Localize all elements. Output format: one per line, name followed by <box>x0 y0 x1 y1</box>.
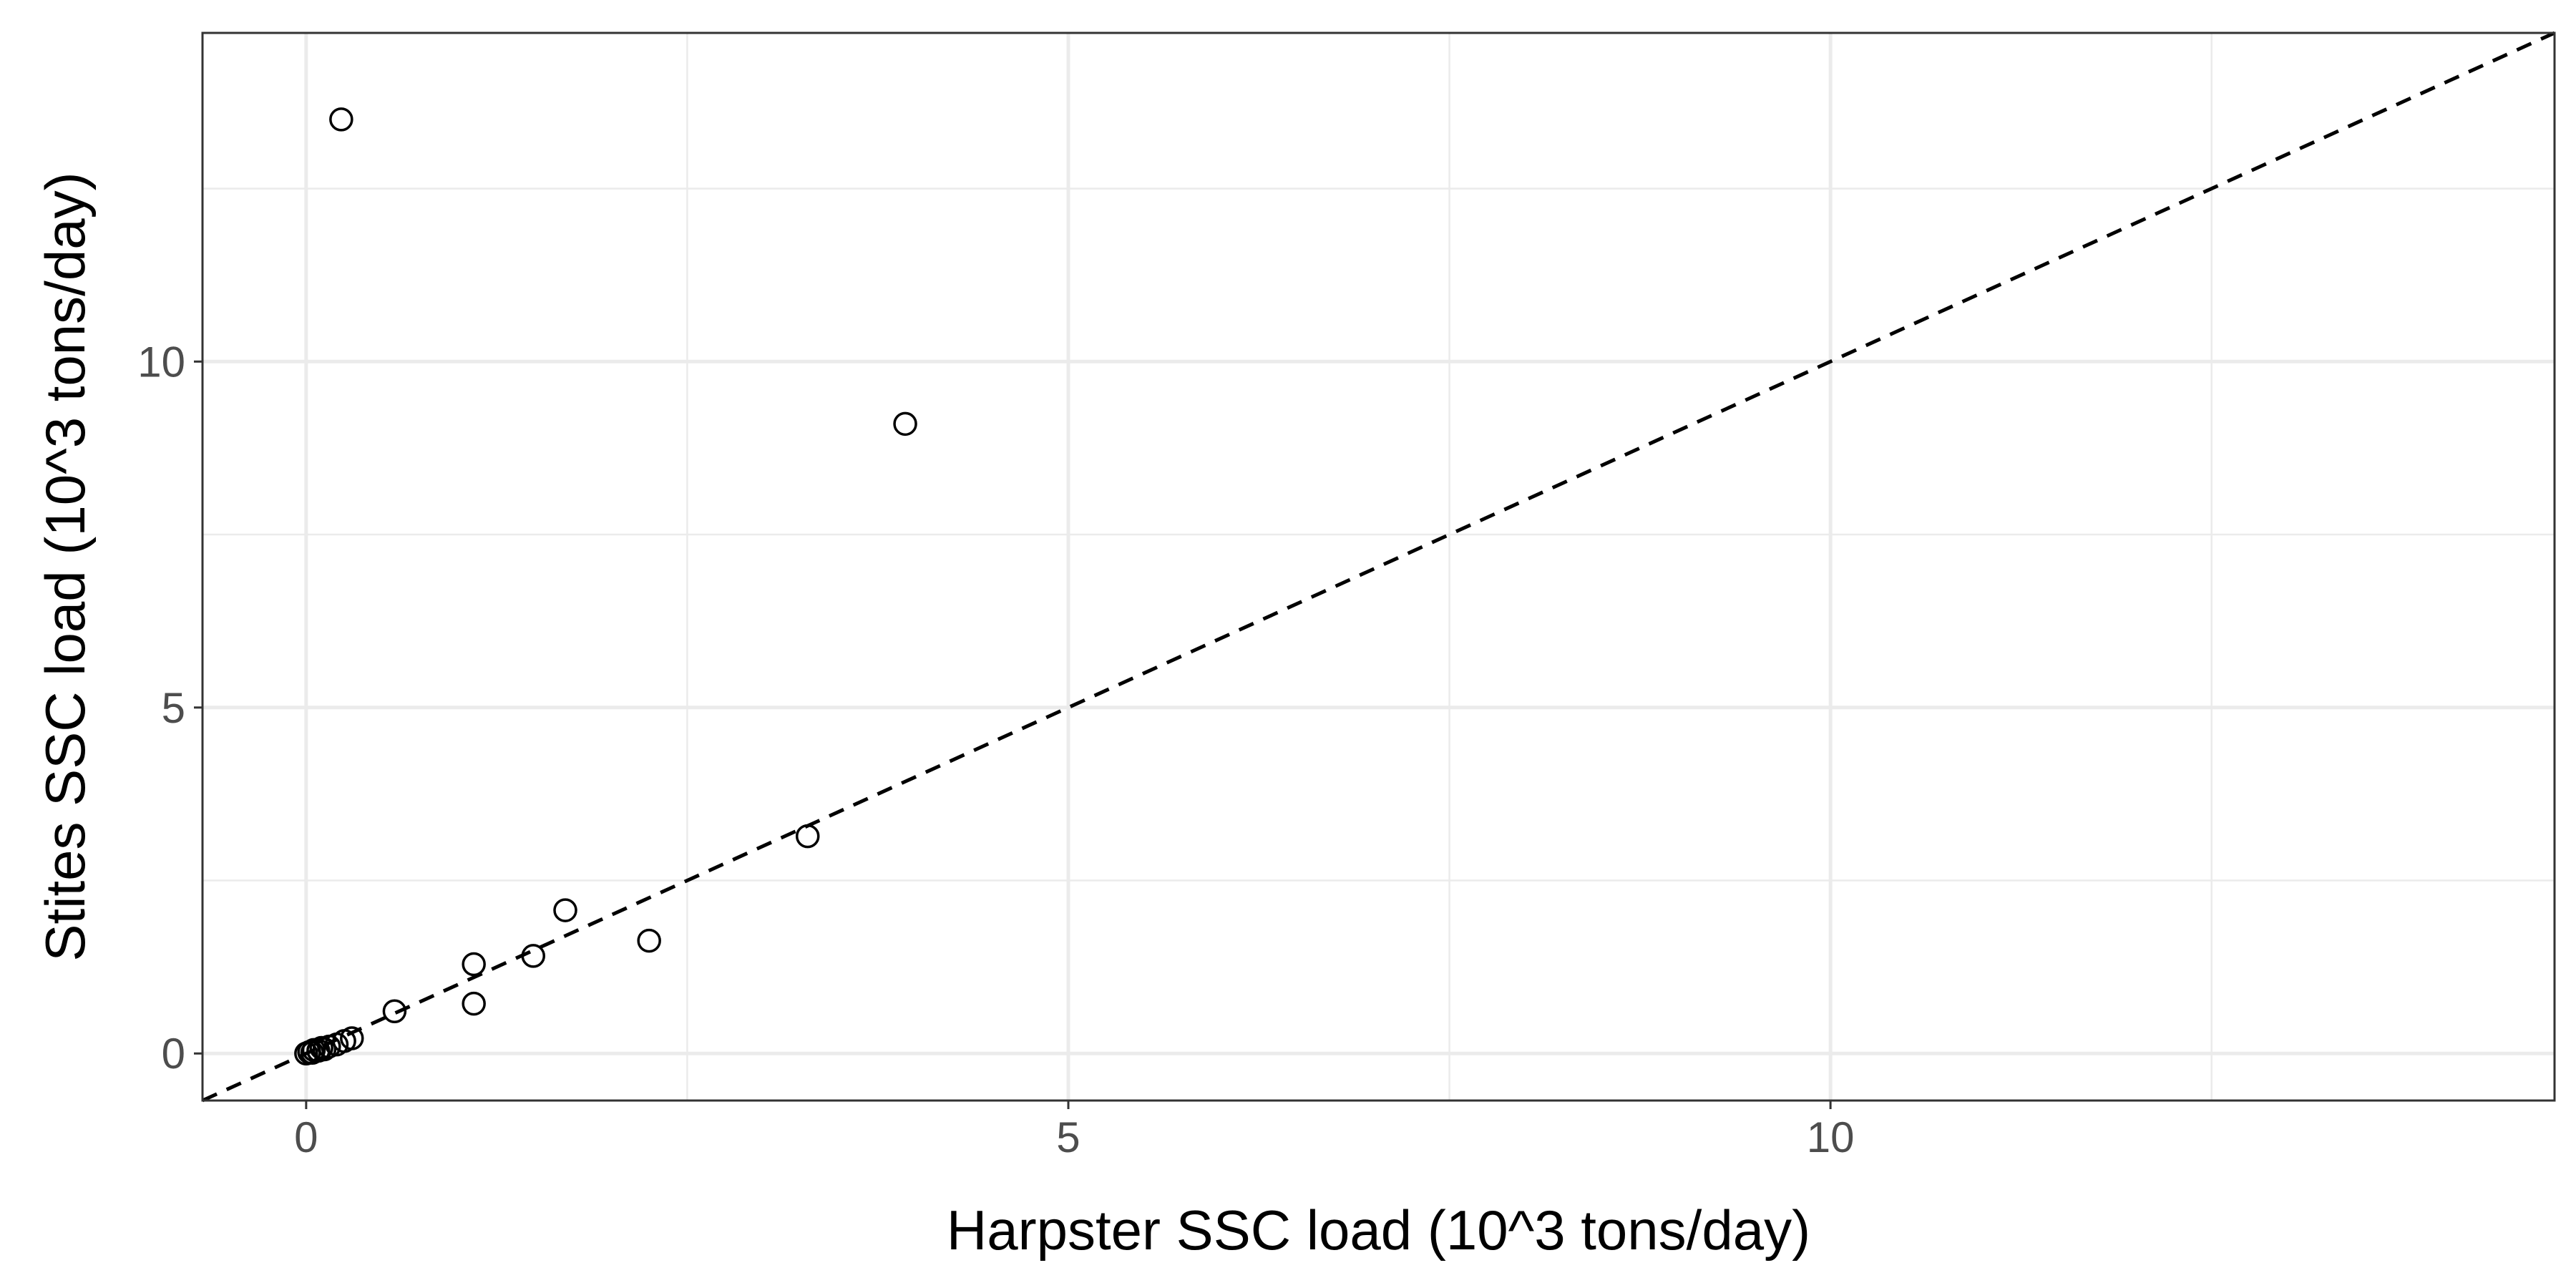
y-tick-label: 10 <box>137 338 185 386</box>
data-point <box>462 952 486 977</box>
data-point <box>340 1026 364 1050</box>
y-axis-title: Stites SSC load (10^3 tons/day) <box>34 172 97 961</box>
x-tick-label: 5 <box>1056 1113 1080 1161</box>
y-tick-label: 5 <box>162 684 185 732</box>
data-point <box>637 928 661 953</box>
data-point <box>521 944 546 968</box>
x-axis-title: Harpster SSC load (10^3 tons/day) <box>947 1199 1810 1262</box>
x-tick-label: 0 <box>294 1113 318 1161</box>
data-point <box>312 1037 337 1062</box>
data-point <box>795 824 820 849</box>
reference-line <box>201 31 2556 1103</box>
data-points <box>294 107 917 1065</box>
panel-border <box>201 31 2556 1102</box>
y-axis-ticks: 0 5 10 <box>137 338 203 1078</box>
major-gridlines <box>203 33 2555 1101</box>
data-point <box>893 411 917 436</box>
x-axis-ticks: 0 5 10 <box>294 1101 1854 1161</box>
minor-gridlines <box>203 33 2555 1101</box>
x-tick-label: 10 <box>1807 1113 1855 1161</box>
data-point <box>553 898 577 922</box>
reference-line-layer <box>201 31 2556 1103</box>
data-point <box>329 107 353 132</box>
y-tick-label: 0 <box>162 1030 185 1078</box>
data-point <box>462 991 486 1016</box>
data-point <box>382 999 407 1024</box>
